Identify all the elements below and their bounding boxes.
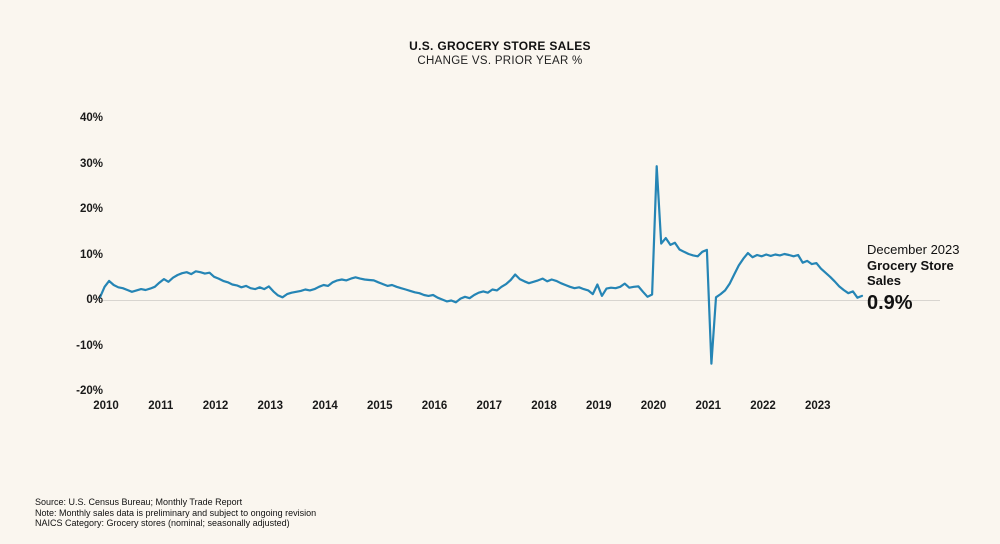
chart-header: U.S. GROCERY STORE SALES CHANGE VS. PRIO… [0,39,1000,67]
latest-value-annotation: December 2023 Grocery Store Sales 0.9% [867,242,960,314]
y-axis-label: 30% [79,157,103,170]
y-axis-label: 0% [86,294,103,306]
x-axis-label: 2021 [695,400,722,412]
x-axis-label: 2017 [476,400,503,412]
x-axis-label: 2012 [202,400,229,412]
annotation-series-name-line2: Sales [867,273,901,288]
x-axis-label: 2020 [640,400,667,412]
y-axis-label: 20% [79,203,103,215]
annotation-latest-value: 0.9% [867,291,913,314]
x-axis-label: 2014 [312,400,338,412]
footnotes: Source: U.S. Census Bureau; Monthly Trad… [35,497,316,529]
x-axis-label: 2010 [93,400,119,412]
chart-title: U.S. GROCERY STORE SALES [409,39,591,53]
footnote-naics: NAICS Category: Grocery stores (nominal;… [35,518,290,528]
sales-trend-line [98,165,864,365]
footnote-note: Note: Monthly sales data is preliminary … [35,507,317,518]
y-axis-label: 10% [79,248,103,261]
y-axis-label: 40% [79,112,103,124]
x-axis-label: 2018 [531,400,557,412]
x-axis-label: 2016 [421,400,448,412]
x-axis-label: 2023 [805,400,831,412]
x-axis-label: 2011 [148,400,174,412]
annotation-series-name-line1: Grocery Store [867,257,954,273]
x-axis-label: 2019 [585,400,612,412]
x-axis-label: 2015 [366,400,393,412]
annotation-date: December 2023 [867,242,960,257]
y-axis-label: -20% [76,385,103,397]
x-axis-label: 2013 [257,400,284,412]
y-axis-label: -10% [76,339,103,352]
x-axis-label: 2022 [750,400,776,412]
chart-subtitle: CHANGE VS. PRIOR YEAR % [417,55,583,67]
footnote-source: Source: U.S. Census Bureau; Monthly Trad… [35,497,243,507]
